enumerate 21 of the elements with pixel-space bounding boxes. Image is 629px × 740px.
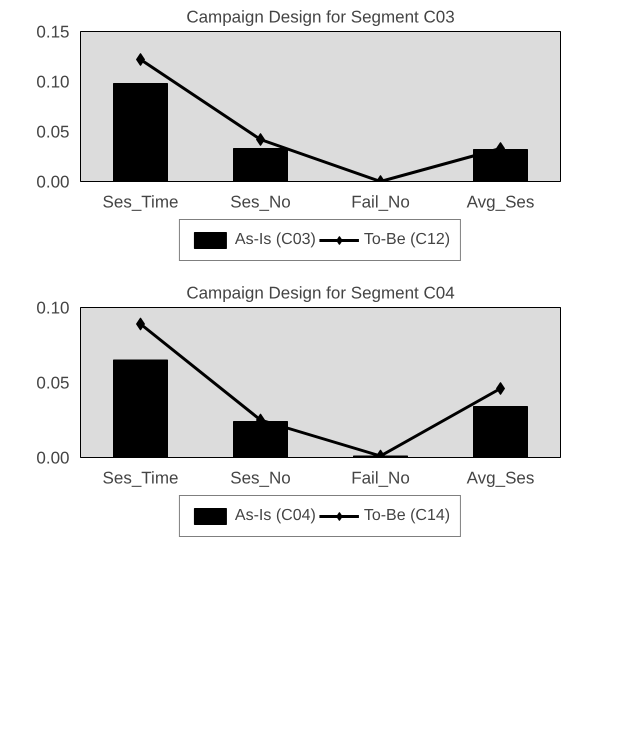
legend-label: To-Be (C14) bbox=[364, 507, 450, 525]
x-tick-label: Ses_No bbox=[230, 468, 291, 488]
legend-label: To-Be (C12) bbox=[364, 231, 450, 249]
y-tick-label: 0.10 bbox=[36, 298, 70, 318]
y-tick-label: 0.05 bbox=[36, 122, 70, 142]
y-tick-label: 0.10 bbox=[36, 72, 70, 92]
x-tick-label: Avg_Ses bbox=[466, 468, 534, 488]
x-tick-label: Ses_Time bbox=[102, 468, 178, 488]
x-tick-label: Ses_Time bbox=[102, 192, 178, 212]
chart-title: Campaign Design for Segment C04 bbox=[186, 284, 455, 302]
y-tick-label: 0.15 bbox=[36, 22, 70, 42]
x-tick-label: Fail_No bbox=[351, 192, 410, 212]
x-tick-label: Avg_Ses bbox=[466, 192, 534, 212]
chart-title: Campaign Design for Segment C03 bbox=[186, 8, 455, 26]
x-tick-label: Ses_No bbox=[230, 192, 291, 212]
y-tick-label: 0.05 bbox=[36, 374, 70, 392]
x-tick-label: Fail_No bbox=[351, 468, 410, 488]
legend-label: As-Is (C03) bbox=[234, 231, 316, 249]
y-tick-label: 0.00 bbox=[36, 448, 70, 468]
legend-label: As-Is (C04) bbox=[234, 507, 316, 525]
y-tick-label: 0.00 bbox=[36, 172, 70, 192]
